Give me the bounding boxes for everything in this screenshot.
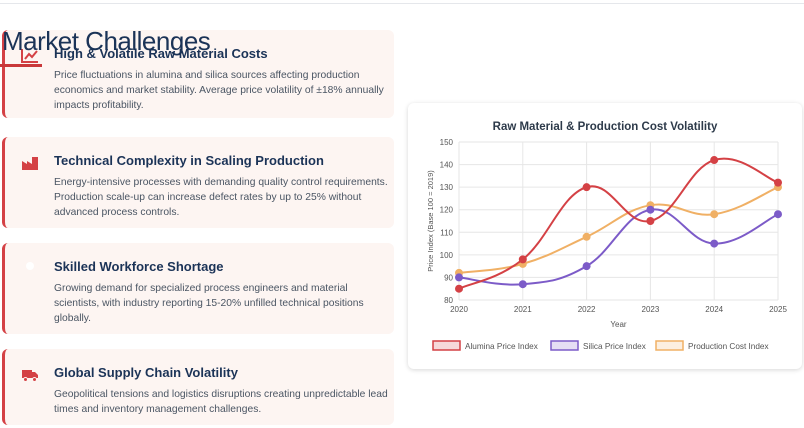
challenge-description: Geopolitical tensions and logistics disr… bbox=[54, 389, 388, 415]
data-point-alumina-price-index bbox=[455, 284, 463, 293]
volatility-line-chart: 80 90 100 110 120 130 140 150 2020 2021 2022 2023 20… bbox=[426, 138, 787, 351]
data-point-silica-price-index bbox=[774, 210, 782, 219]
legend-label-production-cost-index: Production Cost Index bbox=[688, 342, 769, 351]
legend-swatch-silica-price-index bbox=[550, 340, 579, 351]
series-line-alumina-price-index bbox=[458, 157, 779, 290]
x-tick-label: 2025 bbox=[769, 305, 787, 314]
y-axis-label: Price Index (Base 100 = 2019) bbox=[426, 170, 435, 272]
x-tick-label: 2023 bbox=[642, 305, 660, 314]
challenge-card-raw-material-costs: High & Volatile Raw Material Costs Price… bbox=[2, 30, 394, 118]
data-point-alumina-price-index bbox=[710, 156, 719, 165]
y-tick-label: 100 bbox=[440, 251, 454, 260]
data-point-production-cost-index bbox=[582, 232, 591, 241]
x-tick-label: 2022 bbox=[578, 305, 596, 314]
chart-panel: Raw Material & Production Cost Volatilit… bbox=[408, 103, 802, 369]
x-axis-label: Year bbox=[610, 320, 627, 329]
challenge-description: Growing demand for specialized process e… bbox=[54, 283, 364, 324]
user-icon bbox=[26, 262, 34, 270]
series-line-silica-price-index bbox=[458, 208, 779, 286]
challenge-title: High & Volatile Raw Material Costs bbox=[54, 46, 268, 61]
y-tick-label: 130 bbox=[440, 183, 454, 192]
challenge-card-technical-complexity: Technical Complexity in Scaling Producti… bbox=[2, 137, 394, 228]
challenge-description: Energy-intensive processes with demandin… bbox=[54, 177, 388, 218]
legend-label-silica-price-index: Silica Price Index bbox=[583, 342, 646, 351]
y-tick-label: 150 bbox=[440, 138, 454, 147]
data-point-production-cost-index bbox=[710, 210, 719, 219]
factory-icon bbox=[22, 157, 38, 170]
chart-line-icon bbox=[21, 49, 38, 63]
y-tick-label: 120 bbox=[440, 206, 454, 215]
x-tick-label: 2024 bbox=[705, 305, 723, 314]
legend-label-alumina-price-index: Alumina Price Index bbox=[465, 342, 538, 351]
data-point-silica-price-index bbox=[582, 262, 591, 271]
y-tick-label: 80 bbox=[444, 296, 453, 305]
page-title: Market Challenges bbox=[2, 26, 211, 56]
challenge-title: Technical Complexity in Scaling Producti… bbox=[54, 153, 324, 168]
data-point-silica-price-index bbox=[646, 205, 655, 214]
chart-title: Raw Material & Production Cost Volatilit… bbox=[492, 121, 718, 133]
data-point-silica-price-index bbox=[518, 280, 527, 289]
truck-icon bbox=[22, 370, 38, 382]
legend-swatch-production-cost-index bbox=[655, 340, 684, 351]
data-point-silica-price-index bbox=[455, 273, 463, 282]
y-tick-label: 90 bbox=[444, 273, 453, 282]
data-point-alumina-price-index bbox=[646, 217, 655, 225]
data-point-alumina-price-index bbox=[774, 178, 782, 187]
data-point-alumina-price-index bbox=[582, 183, 591, 192]
x-tick-label: 2021 bbox=[514, 305, 532, 314]
top-divider bbox=[0, 3, 804, 4]
y-tick-label: 140 bbox=[440, 161, 454, 170]
x-tick-label: 2020 bbox=[450, 305, 468, 314]
data-point-alumina-price-index bbox=[518, 255, 527, 264]
data-point-silica-price-index bbox=[710, 239, 719, 248]
series-line-production-cost-index bbox=[458, 186, 779, 274]
challenge-title: Global Supply Chain Volatility bbox=[54, 365, 238, 380]
y-tick-label: 110 bbox=[440, 228, 453, 237]
title-underline bbox=[0, 64, 42, 67]
challenge-description: Price fluctuations in alumina and silica… bbox=[54, 70, 384, 111]
legend-swatch-alumina-price-index bbox=[432, 340, 461, 351]
challenge-card-supply-chain: Global Supply Chain Volatility Geopoliti… bbox=[2, 349, 394, 425]
challenge-card-workforce-shortage: Skilled Workforce Shortage Growing deman… bbox=[2, 243, 394, 334]
challenge-title: Skilled Workforce Shortage bbox=[54, 259, 224, 274]
